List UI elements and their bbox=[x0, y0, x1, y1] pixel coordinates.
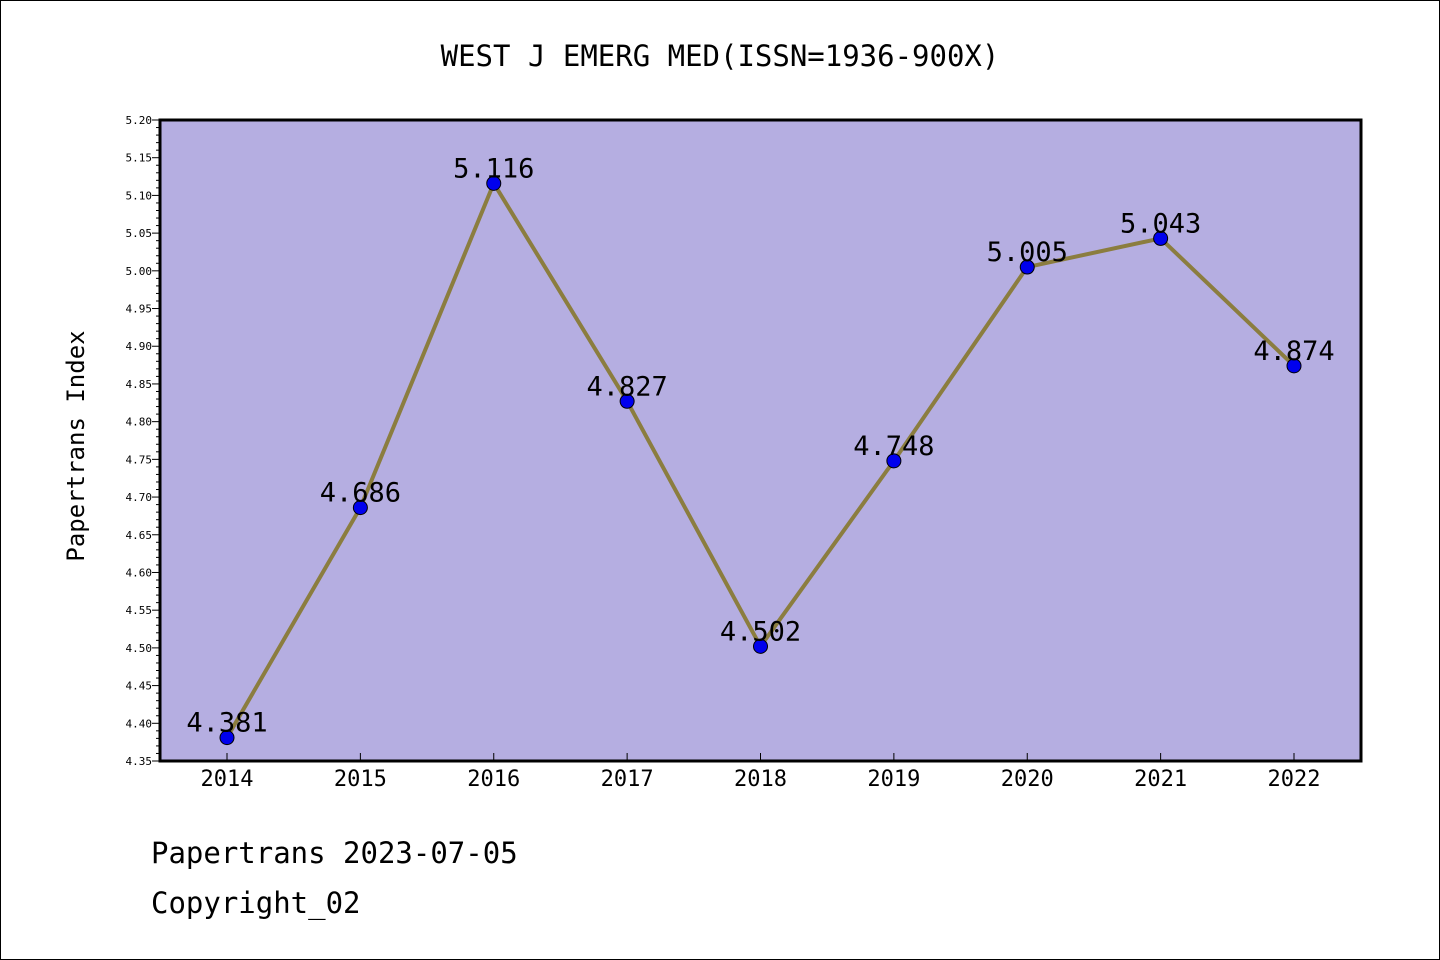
y-tick-label: 4.45 bbox=[126, 680, 153, 693]
data-point bbox=[486, 175, 502, 191]
y-axis-ticks: 4.35 4.40 4.45 4.50 4.55 4.60 4.65 4.70 4.75 4.80… bbox=[126, 114, 160, 768]
x-tick-label: 2019 bbox=[867, 767, 920, 792]
data-label: 4.827 bbox=[586, 371, 667, 402]
x-tick-label: 2014 bbox=[201, 767, 254, 792]
data-labels: 4.381 4.686 5.116 4.827 4.502 4.748 5.005 5.043… bbox=[186, 153, 1334, 738]
data-label: 5.043 bbox=[1120, 208, 1201, 239]
data-point bbox=[619, 393, 635, 409]
data-point bbox=[352, 500, 368, 516]
x-tick-label: 2016 bbox=[467, 767, 520, 792]
y-tick-label: 4.85 bbox=[126, 378, 153, 391]
data-label: 4.381 bbox=[186, 708, 267, 739]
data-label: 4.502 bbox=[720, 616, 801, 647]
data-label: 4.686 bbox=[320, 478, 401, 509]
y-tick-label: 5.15 bbox=[126, 152, 153, 165]
data-point bbox=[1153, 230, 1169, 246]
data-label: 5.116 bbox=[453, 153, 534, 184]
data-point bbox=[219, 730, 235, 746]
y-tick-label: 4.95 bbox=[126, 303, 153, 316]
y-tick-label: 4.60 bbox=[126, 566, 153, 579]
x-tick-label: 2022 bbox=[1268, 767, 1321, 792]
y-tick-label: 5.20 bbox=[126, 114, 153, 127]
y-tick-label: 4.35 bbox=[126, 755, 153, 768]
y-axis-label: Papertrans Index bbox=[62, 330, 90, 561]
footer-copyright: Copyright_02 bbox=[151, 886, 361, 920]
y-tick-label: 5.10 bbox=[126, 189, 153, 202]
y-tick-label: 4.55 bbox=[126, 604, 153, 617]
data-point bbox=[753, 638, 768, 654]
data-label: 4.748 bbox=[853, 431, 934, 462]
y-tick-label: 4.50 bbox=[126, 642, 153, 655]
y-tick-label: 5.00 bbox=[126, 265, 153, 278]
x-tick-label: 2015 bbox=[334, 767, 387, 792]
y-tick-label: 4.70 bbox=[126, 491, 153, 504]
y-tick-label: 4.80 bbox=[126, 416, 153, 429]
series-line-group bbox=[219, 175, 1302, 746]
y-tick-label: 4.65 bbox=[126, 529, 153, 542]
x-tick-label: 2017 bbox=[601, 767, 654, 792]
footer-date: Papertrans 2023-07-05 bbox=[151, 836, 518, 870]
x-tick-label: 2021 bbox=[1134, 767, 1187, 792]
data-point bbox=[1286, 358, 1302, 374]
data-label: 5.005 bbox=[987, 237, 1068, 268]
x-tick-label: 2020 bbox=[1001, 767, 1054, 792]
y-tick-label: 4.75 bbox=[126, 453, 153, 466]
data-point bbox=[1019, 259, 1035, 275]
y-tick-label: 4.40 bbox=[126, 717, 153, 730]
x-tick-label: 2018 bbox=[734, 767, 787, 792]
y-tick-label: 5.05 bbox=[126, 227, 153, 240]
x-axis-ticks: 2014 2015 2016 2017 2018 2019 2020 2021 2022 bbox=[201, 753, 1321, 792]
data-point bbox=[886, 453, 902, 469]
y-tick-label: 4.90 bbox=[126, 340, 153, 353]
chart-title: WEST J EMERG MED(ISSN=1936-900X) bbox=[441, 39, 1000, 73]
plot-area bbox=[158, 118, 1363, 763]
data-label: 4.874 bbox=[1253, 336, 1334, 367]
